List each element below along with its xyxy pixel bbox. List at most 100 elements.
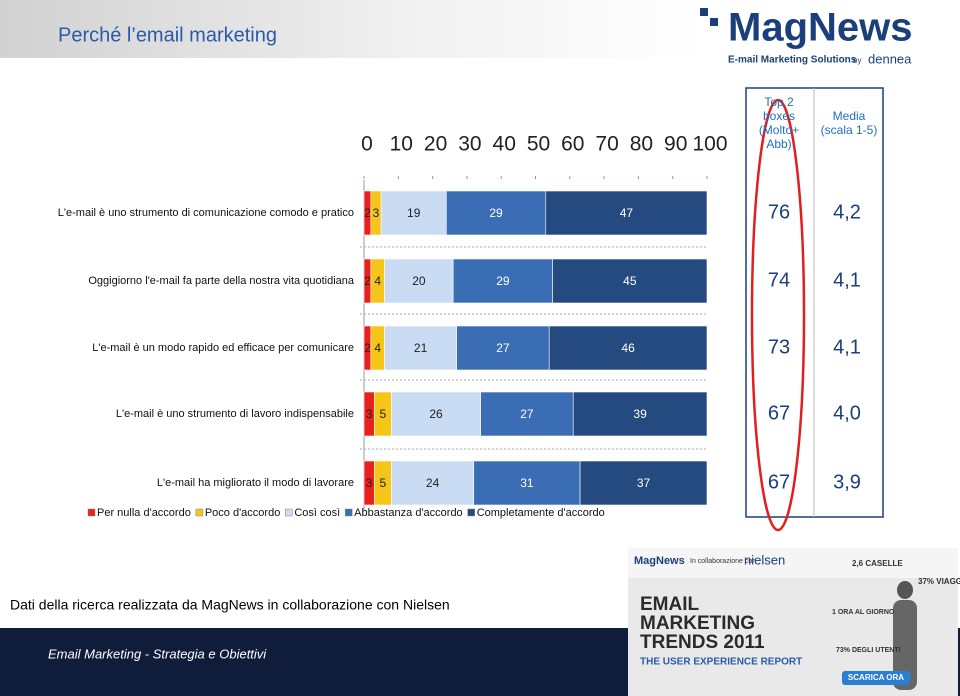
category-label: L'e-mail ha migliorato il modo di lavora… [157,477,354,489]
data-label: 5 [380,407,387,421]
promo-partner-text: In collaborazione con [690,558,756,565]
data-label: 37 [637,476,651,490]
data-label: 20 [412,274,426,288]
legend-swatch [87,508,96,517]
data-label: 2 [364,206,371,220]
legend-swatch [467,508,475,517]
x-tick-label: 70 [595,133,618,156]
highlight-ellipse [750,98,806,532]
bar-segment [391,460,475,506]
top2-value: 67 [768,471,790,493]
bar-segment [579,460,708,506]
top2-value: 74 [768,269,790,291]
x-tick-label: 60 [561,133,584,156]
legend-swatch [285,508,293,517]
footer: Email Marketing - Strategia e Obiettivi [48,646,267,661]
x-tick-label: 20 [424,133,447,156]
top2-value: 73 [768,336,790,358]
promo-figure [893,600,917,690]
legend-swatch [195,508,204,517]
media-value: 4,0 [833,402,861,424]
bar-segment [452,258,553,304]
category-label: L'e-mail è un modo rapido ed efficace pe… [92,342,354,354]
table-header: Media (scala 1-5) [820,109,878,137]
data-label: 31 [520,476,534,490]
category-label: Oggigiorno l'e-mail fa parte della nostr… [88,275,355,287]
promo-title: TRENDS 2011 [640,632,765,653]
bar-segment [548,325,708,371]
data-label: 24 [426,476,440,490]
data-label: 29 [489,206,503,220]
data-label: 39 [633,407,647,421]
bar-segment [545,190,708,236]
promo-callout: 37% VIAGGI [918,577,960,586]
promo-button[interactable] [842,671,910,685]
promo-brand: MagNews [634,555,685,567]
media-value: 4,2 [833,201,861,223]
bar-segment [380,190,447,236]
data-label: 21 [414,341,428,355]
data-label: 47 [620,206,634,220]
slide-title: Perché l’email marketing [58,24,277,46]
bar-segment [456,325,550,371]
table-header: Top 2 boxes (Molto+ Abb) [758,95,800,151]
promo-title: EMAIL [640,594,700,615]
x-tick-label: 40 [493,133,516,156]
media-value: 3,9 [833,471,861,493]
bar-segment [391,391,481,437]
legend-label: Per nulla d'accordo [97,507,191,519]
logo-mark [710,18,718,26]
bar-segment [480,391,574,437]
logo-mark [700,8,708,16]
promo-button-label[interactable]: SCARICA ORA [848,673,904,682]
promo-subtitle: THE USER EXPERIENCE REPORT [640,657,802,668]
legend-label: Poco d'accordo [205,507,280,519]
legend-label: Completamente d'accordo [477,507,605,519]
bar-segment [552,258,708,304]
data-label: 4 [374,274,381,288]
legend-label: Abbastanza d'accordo [354,507,463,519]
x-tick-label: 10 [390,133,413,156]
data-label: 2 [364,341,371,355]
title-band [0,0,700,58]
bar-segment [446,190,547,236]
promo-figure [897,581,913,599]
data-label: 3 [366,476,373,490]
bar-segment [572,391,708,437]
logo-brand: dennea [868,51,912,66]
bar-segment [384,325,457,371]
top2-value: 67 [768,402,790,424]
promo-callout: 1 ORA AL GIORNO [832,609,895,616]
logo-tagline: E-mail Marketing Solutions [728,55,857,66]
x-tick-label: 80 [630,133,653,156]
top2-value: 76 [768,201,790,223]
data-label: 27 [520,407,534,421]
x-tick-label: 50 [527,133,550,156]
bar-segment [384,258,454,304]
x-tick-label: 30 [458,133,481,156]
legend-label: Così così [294,507,340,519]
promo-callout: 73% DEGLI UTENTI [836,647,901,654]
logo-by: by [853,56,861,65]
data-label: 3 [366,407,373,421]
promo-callout: 2,6 CASELLE [852,559,903,568]
promo-partner: nielsen [744,552,785,567]
data-label: 2 [364,274,371,288]
logo: MagNews [728,6,913,50]
data-label: 26 [429,407,443,421]
note: Dati della ricerca realizzata da MagNews… [10,597,450,613]
data-label: 5 [380,476,387,490]
promo-header [628,548,958,578]
bar-segment [473,460,581,506]
data-label: 4 [374,341,381,355]
x-tick-label: 0 [361,133,373,156]
category-label: L'e-mail è uno strumento di lavoro indis… [116,408,354,420]
data-label: 27 [496,341,510,355]
x-tick-label: 90 [664,133,687,156]
data-label: 19 [407,206,421,220]
media-value: 4,1 [833,336,861,358]
x-tick-label: 100 [692,133,727,156]
legend-swatch [344,508,353,517]
